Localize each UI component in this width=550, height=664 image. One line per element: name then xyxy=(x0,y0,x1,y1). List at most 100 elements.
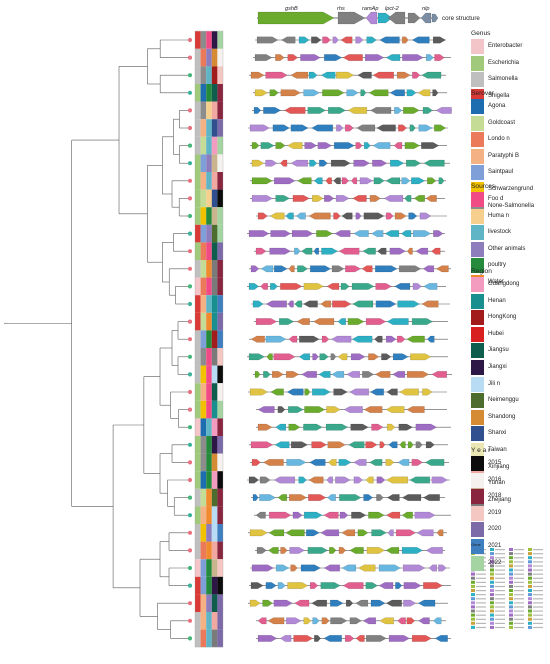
gene-key-label-mark xyxy=(514,565,524,567)
gene-arrow xyxy=(351,511,367,519)
gene-key-label-mark xyxy=(533,622,543,624)
gene-arrow xyxy=(399,265,422,273)
legend-label: Neimenggu xyxy=(488,397,519,404)
gene-arrow xyxy=(365,318,387,325)
heatmap-cell xyxy=(195,172,201,190)
gene-arrow xyxy=(260,265,274,273)
gene-key-swatch xyxy=(471,609,475,613)
heatmap-cell xyxy=(200,594,207,612)
legend-label: 2018 xyxy=(488,493,502,500)
gene-key-swatch xyxy=(528,576,532,580)
gene-arrow xyxy=(279,635,292,642)
gene-arrow xyxy=(251,459,261,466)
gene-arrow xyxy=(402,36,409,44)
gene-arrow xyxy=(316,230,333,237)
gene-arrow xyxy=(304,406,326,413)
heatmap-cell xyxy=(200,66,207,84)
gene-arrow xyxy=(275,564,290,572)
gene-arrow xyxy=(287,54,299,61)
gene-arrow xyxy=(358,564,376,572)
gene-arrow xyxy=(255,511,266,519)
gene-arrow xyxy=(425,195,437,202)
gene-arrow xyxy=(248,283,260,290)
legend-title-4: Y e a r xyxy=(471,447,491,454)
heatmap-cell xyxy=(211,101,218,120)
legend-label: Jiangxi xyxy=(488,364,507,370)
gene-arrow xyxy=(421,71,442,79)
core-structure-legend xyxy=(257,11,439,25)
gene-key-label-mark xyxy=(533,598,543,600)
gene-key-label-mark xyxy=(533,606,543,608)
heatmap-cell xyxy=(217,629,223,648)
gene-arrow xyxy=(320,582,341,589)
gene-arrow xyxy=(312,353,319,361)
gene-arrow xyxy=(330,617,348,625)
heatmap-cell xyxy=(217,348,223,366)
heatmap-cell xyxy=(211,172,218,190)
gene-arrow xyxy=(321,335,330,343)
gene-arrow xyxy=(418,617,430,625)
legend-label: Goldcoast xyxy=(488,119,516,126)
gene-arrow xyxy=(368,511,385,519)
gene-arrow xyxy=(363,494,373,501)
gene-key-swatch xyxy=(509,584,513,588)
gene-arrow xyxy=(257,617,267,625)
gene-arrow xyxy=(288,265,295,273)
gene-arrow xyxy=(311,36,322,44)
gene-arrow xyxy=(327,494,336,501)
gene-arrow xyxy=(331,371,345,378)
gene-key-swatch xyxy=(490,584,494,588)
legend-swatch xyxy=(471,258,484,274)
tree-tip xyxy=(187,143,193,148)
gene-key-swatch xyxy=(528,564,532,568)
heatmap-cell xyxy=(206,189,212,208)
heatmap-cell xyxy=(200,576,207,595)
gene-arrow xyxy=(330,353,337,361)
gene-arrow xyxy=(275,54,285,61)
gene-key-swatch xyxy=(509,556,513,560)
heatmap-cell xyxy=(206,418,212,436)
gene-arrow xyxy=(421,142,440,149)
gene-arrow-tracks xyxy=(247,36,452,642)
gene-arrow xyxy=(293,635,314,642)
heatmap-cell xyxy=(200,189,207,208)
legend-swatch xyxy=(471,39,484,54)
legend-swatch xyxy=(471,522,484,538)
heatmap-cell xyxy=(195,436,201,454)
gene-key-swatch xyxy=(528,613,532,617)
gene-key-swatch xyxy=(509,593,513,597)
gene-arrow xyxy=(416,529,434,537)
gene-arrow xyxy=(257,406,275,413)
heatmap-cell xyxy=(217,224,223,243)
heatmap-cell xyxy=(195,471,201,489)
gene-arrow xyxy=(431,476,448,484)
gene-arrow xyxy=(422,107,433,114)
gene-arrow xyxy=(292,511,303,519)
gene-key-label-mark xyxy=(514,585,524,588)
gene-key-swatch xyxy=(490,580,494,584)
gene-arrow xyxy=(311,124,333,132)
legend-label: Saintpaul xyxy=(488,169,514,176)
gene-arrow xyxy=(406,335,425,343)
legend-swatch xyxy=(471,148,484,164)
gene-arrow xyxy=(337,318,346,325)
gene-key-swatch xyxy=(528,584,532,588)
gene-arrow xyxy=(349,617,362,625)
gene-key-swatch xyxy=(471,584,475,588)
tree-tip xyxy=(187,530,193,535)
heatmap-cell xyxy=(206,541,212,560)
heatmap-cell xyxy=(200,207,207,225)
gene-arrow xyxy=(273,476,296,484)
gene-arrow xyxy=(290,159,308,167)
gene-arrow xyxy=(386,511,401,519)
heatmap-cell xyxy=(206,436,212,454)
gene-arrow xyxy=(386,388,398,396)
gene-arrow xyxy=(294,247,301,255)
heatmap-cell xyxy=(217,365,223,384)
gene-arrow xyxy=(370,107,392,114)
gene-arrow xyxy=(251,142,260,149)
tree-tip xyxy=(187,548,193,553)
gene-arrow xyxy=(265,582,277,589)
gene-key-swatch xyxy=(490,552,494,556)
gene-arrow xyxy=(385,212,394,220)
